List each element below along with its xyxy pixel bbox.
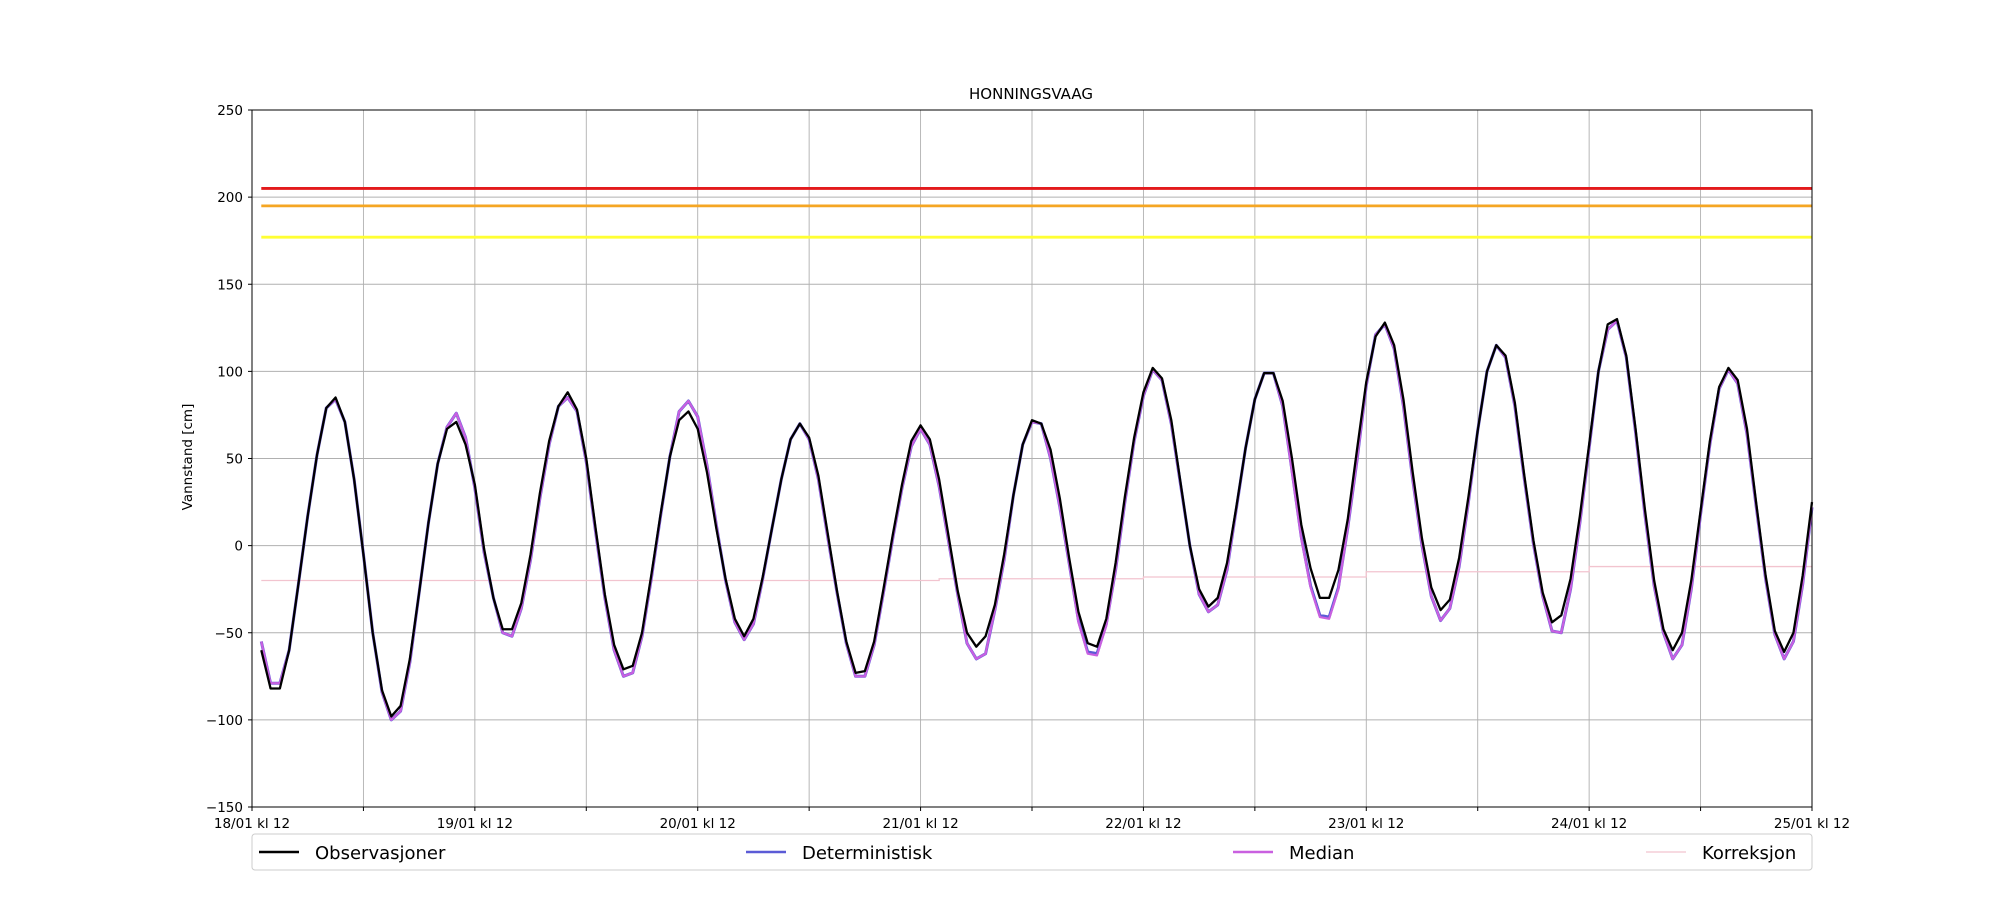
x-tick-label: 22/01 kl 12 [1105, 816, 1181, 832]
x-tick-label: 20/01 kl 12 [660, 816, 736, 832]
y-tick-label: −150 [206, 800, 243, 816]
series-lines [259, 317, 1814, 722]
grid [251, 109, 1813, 808]
y-tick-label: 100 [217, 364, 243, 380]
threshold-lines [261, 187, 1812, 239]
series-korreksjon-line [261, 565, 1812, 582]
legend-box [251, 833, 1813, 871]
y-axis-label: Vannstand [cm] [180, 404, 196, 511]
x-tick-label: 25/01 kl 12 [1774, 816, 1850, 832]
x-tick-label: 19/01 kl 12 [437, 816, 513, 832]
x-axis-ticks: 18/01 kl 12 19/01 kl 12 20/01 kl 12 21/01 k… [214, 807, 1850, 832]
chart-title: HONNINGSVAAG [969, 85, 1093, 103]
y-tick-label: −50 [215, 626, 244, 642]
x-tick-label: 18/01 kl 12 [214, 816, 290, 832]
y-axis-ticks: −150 −100 −50 0 50 100 150 200 250 [206, 103, 252, 816]
x-tick-label: 23/01 kl 12 [1328, 816, 1404, 832]
legend-label: Deterministisk [802, 843, 933, 864]
legend-label: Median [1289, 843, 1354, 864]
y-tick-label: 200 [217, 190, 243, 206]
y-tick-label: 250 [217, 103, 243, 119]
y-tick-label: −100 [206, 713, 243, 729]
y-tick-label: 0 [234, 539, 243, 555]
x-tick-label: 24/01 kl 12 [1551, 816, 1627, 832]
legend-label: Observasjoner [315, 843, 446, 864]
legend-label: Korreksjon [1702, 843, 1796, 864]
y-tick-label: 150 [217, 277, 243, 293]
y-tick-label: 50 [226, 452, 243, 468]
series-observasjoner-line [260, 317, 1814, 718]
legend: Observasjoner Deterministisk Median Korreks… [251, 833, 1813, 871]
x-tick-label: 21/01 kl 12 [882, 816, 958, 832]
